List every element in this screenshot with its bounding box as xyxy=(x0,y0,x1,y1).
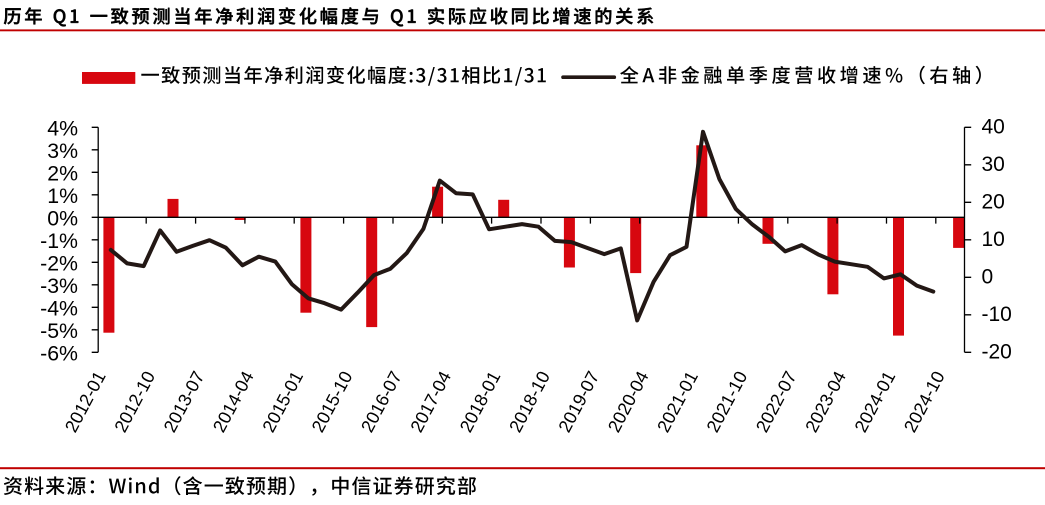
svg-text:30: 30 xyxy=(982,153,1005,176)
svg-text:2%: 2% xyxy=(47,161,78,185)
svg-text:2014-04: 2014-04 xyxy=(209,368,258,436)
svg-text:2023-04: 2023-04 xyxy=(801,368,850,436)
svg-text:2019-07: 2019-07 xyxy=(555,368,604,436)
svg-text:0%: 0% xyxy=(47,206,78,230)
svg-text:20: 20 xyxy=(982,190,1005,213)
svg-text:-1%: -1% xyxy=(40,229,78,253)
svg-text:2018-01: 2018-01 xyxy=(456,368,505,436)
svg-text:2024-01: 2024-01 xyxy=(851,368,900,436)
svg-text:1%: 1% xyxy=(47,184,78,208)
svg-text:-2%: -2% xyxy=(40,251,78,275)
svg-text:2015-10: 2015-10 xyxy=(308,368,357,436)
svg-text:2012-10: 2012-10 xyxy=(110,368,159,436)
svg-text:40: 40 xyxy=(982,115,1005,138)
svg-text:-3%: -3% xyxy=(40,274,78,298)
svg-text:2017-04: 2017-04 xyxy=(406,368,455,436)
svg-text:2021-10: 2021-10 xyxy=(703,368,752,436)
svg-text:-4%: -4% xyxy=(40,296,78,320)
svg-text:2016-07: 2016-07 xyxy=(357,368,406,436)
svg-text:4%: 4% xyxy=(47,116,78,140)
svg-text:2024-10: 2024-10 xyxy=(900,368,949,436)
svg-text:2021-01: 2021-01 xyxy=(653,368,702,436)
svg-text:-20: -20 xyxy=(982,340,1012,363)
svg-text:2012-01: 2012-01 xyxy=(61,368,110,436)
svg-text:-10: -10 xyxy=(982,303,1012,326)
svg-text:2022-07: 2022-07 xyxy=(752,368,801,436)
svg-text:2020-04: 2020-04 xyxy=(604,368,653,436)
svg-text:2015-01: 2015-01 xyxy=(258,368,307,436)
svg-text:10: 10 xyxy=(982,228,1005,251)
svg-text:3%: 3% xyxy=(47,139,78,163)
svg-text:-5%: -5% xyxy=(40,319,78,343)
svg-text:2018-10: 2018-10 xyxy=(505,368,554,436)
svg-text:0: 0 xyxy=(982,265,994,288)
svg-text:-6%: -6% xyxy=(40,341,78,365)
svg-text:2013-07: 2013-07 xyxy=(160,368,209,436)
